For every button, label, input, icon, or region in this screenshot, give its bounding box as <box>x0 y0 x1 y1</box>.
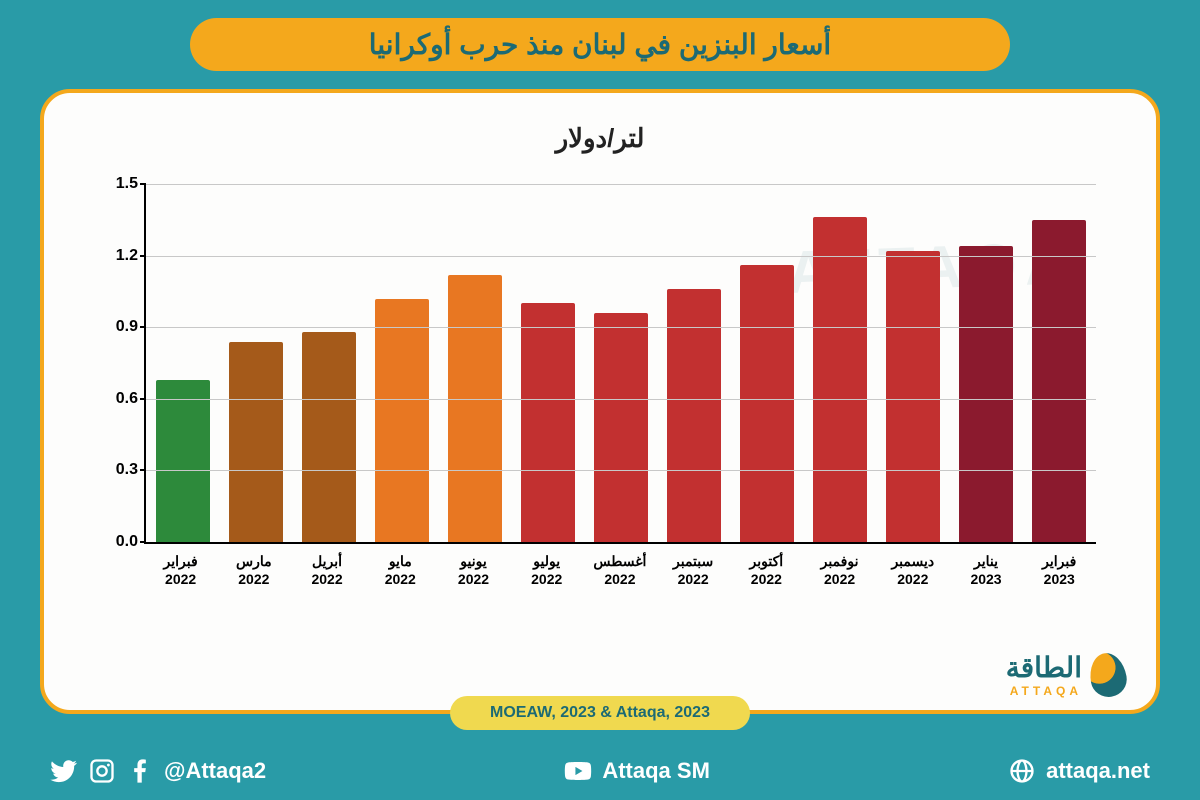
y-tick-label: 0.3 <box>96 462 138 482</box>
gridline <box>146 470 1096 471</box>
x-tick-label: أكتوبر2022 <box>739 552 793 604</box>
instagram-icon <box>88 757 116 785</box>
social-handle-group: @Attaqa2 <box>50 757 266 785</box>
bar <box>813 217 867 542</box>
youtube-label: Attaqa SM <box>602 758 710 784</box>
y-tick-label: 0.9 <box>96 319 138 339</box>
title-pill: أسعار البنزين في لبنان منذ حرب أوكرانيا <box>190 18 1010 71</box>
page: أسعار البنزين في لبنان منذ حرب أوكرانيا … <box>0 0 1200 800</box>
bar <box>959 246 1013 542</box>
x-tick-label: يوليو2022 <box>520 552 574 604</box>
y-tick-label: 1.5 <box>96 176 138 196</box>
gridline <box>146 327 1096 328</box>
y-tick-mark <box>140 398 146 400</box>
brand-logo: الطاقة ATTAQA <box>1006 651 1126 698</box>
bar <box>521 303 575 542</box>
brand-name-ar: الطاقة <box>1006 651 1082 684</box>
y-tick-label: 0.0 <box>96 534 138 554</box>
brand-name-en: ATTAQA <box>1006 684 1082 698</box>
x-tick-label: يونيو2022 <box>446 552 500 604</box>
source-pill: MOEAW, 2023 & Attaqa, 2023 <box>450 696 750 730</box>
chart-area: 0.00.30.60.91.21.5 فبراير2022 مارس2022 أبر… <box>94 184 1106 604</box>
bars-container <box>146 184 1096 542</box>
x-axis-labels: فبراير2022 مارس2022 أبريل2022 مايو2022 يونيو… <box>144 552 1096 604</box>
x-tick-label: فبراير2022 <box>154 552 208 604</box>
bar <box>156 380 210 542</box>
brand-drop-icon <box>1086 650 1129 700</box>
bar <box>448 275 502 542</box>
youtube-group: Attaqa SM <box>564 757 710 785</box>
site-label: attaqa.net <box>1046 758 1150 784</box>
youtube-icon <box>564 757 592 785</box>
x-tick-label: ديسمبر2022 <box>886 552 940 604</box>
x-tick-label: فبراير2023 <box>1032 552 1086 604</box>
x-tick-label: أبريل2022 <box>300 552 354 604</box>
footer-bar: @Attaqa2 Attaqa SM attaqa.net <box>0 742 1200 800</box>
y-tick-mark <box>140 255 146 257</box>
x-tick-label: يناير2023 <box>959 552 1013 604</box>
y-tick-mark <box>140 326 146 328</box>
y-tick-label: 1.2 <box>96 248 138 268</box>
bar <box>1032 220 1086 542</box>
y-tick-mark <box>140 541 146 543</box>
plot-region: 0.00.30.60.91.21.5 <box>144 184 1096 544</box>
x-tick-label: سبتمبر2022 <box>666 552 720 604</box>
bar <box>302 332 356 542</box>
social-handle: @Attaqa2 <box>164 758 266 784</box>
bar <box>886 251 940 542</box>
bar <box>229 342 283 542</box>
twitter-icon <box>50 757 78 785</box>
y-tick-mark <box>140 183 146 185</box>
globe-icon <box>1008 757 1036 785</box>
x-tick-label: أغسطس2022 <box>593 552 647 604</box>
bar <box>375 299 429 542</box>
x-tick-label: مارس2022 <box>227 552 281 604</box>
gridline <box>146 256 1096 257</box>
gridline <box>146 399 1096 400</box>
facebook-icon <box>126 757 154 785</box>
chart-subtitle: لتر/دولار <box>74 123 1126 154</box>
x-tick-label: نوفمبر2022 <box>813 552 867 604</box>
bar <box>740 265 794 542</box>
site-group: attaqa.net <box>1008 757 1150 785</box>
y-tick-label: 0.6 <box>96 391 138 411</box>
x-tick-label: مايو2022 <box>373 552 427 604</box>
gridline <box>146 184 1096 185</box>
chart-card: ATTAQA لتر/دولار 0.00.30.60.91.21.5 فبرا… <box>40 89 1160 714</box>
bar <box>594 313 648 542</box>
y-tick-mark <box>140 469 146 471</box>
